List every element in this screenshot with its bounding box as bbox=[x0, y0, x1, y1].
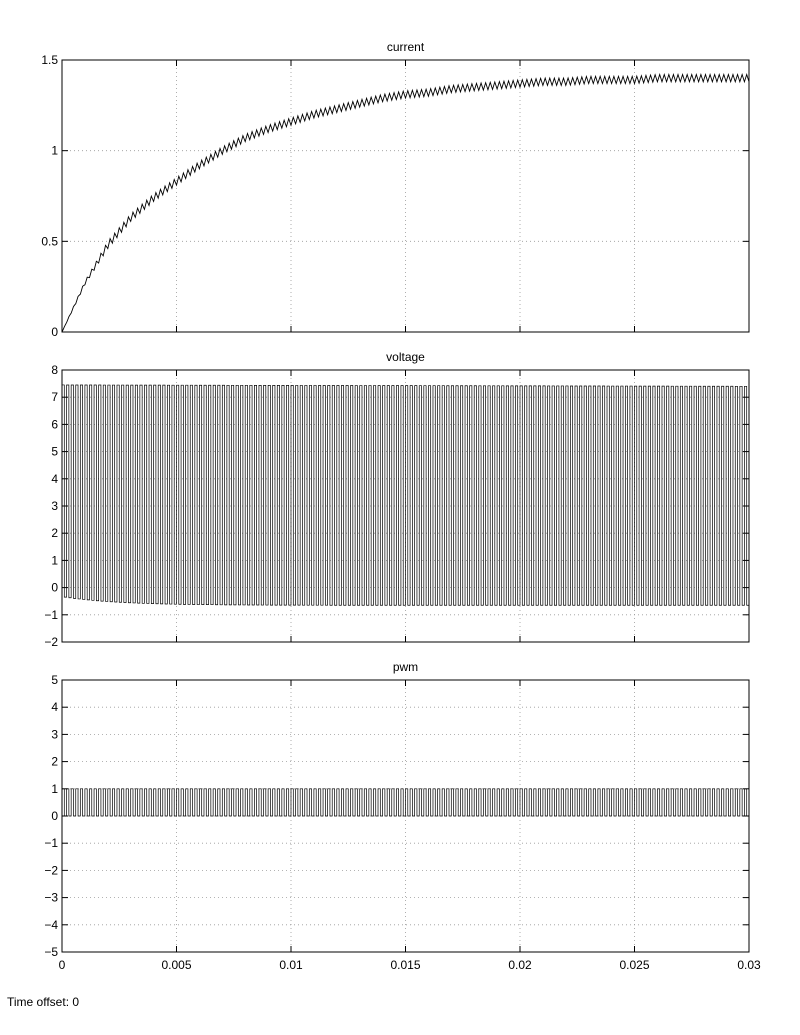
y-tick-label: −5 bbox=[44, 945, 58, 959]
y-tick-label: −2 bbox=[44, 635, 58, 649]
y-tick-label: 5 bbox=[51, 445, 58, 459]
y-tick-label: 0.5 bbox=[41, 234, 58, 248]
time-offset-label: Time offset: 0 bbox=[7, 995, 80, 1009]
y-tick-label: −2 bbox=[44, 863, 58, 877]
y-tick-label: 3 bbox=[51, 727, 58, 741]
y-tick-label: 1.5 bbox=[41, 53, 58, 67]
y-tick-label: −1 bbox=[44, 608, 58, 622]
y-tick-label: 6 bbox=[51, 417, 58, 431]
series-line-voltage bbox=[61, 384, 749, 606]
y-tick-label: 1 bbox=[51, 553, 58, 567]
y-tick-label: 3 bbox=[51, 499, 58, 513]
subplot-title: voltage bbox=[386, 350, 425, 364]
y-tick-label: 5 bbox=[51, 673, 58, 687]
subplot-title: current bbox=[387, 40, 425, 54]
x-tick-label: 0.01 bbox=[279, 958, 303, 972]
y-tick-label: 1 bbox=[51, 782, 58, 796]
subplot-title: pwm bbox=[393, 660, 418, 674]
y-tick-label: 0 bbox=[51, 809, 58, 823]
y-tick-label: −1 bbox=[44, 836, 58, 850]
y-tick-label: 7 bbox=[51, 390, 58, 404]
x-tick-label: 0 bbox=[59, 958, 66, 972]
subplot-current: 0 0.5 1 1.5 current bbox=[41, 40, 750, 339]
y-tick-label: −4 bbox=[44, 918, 58, 932]
y-tick-label: 1 bbox=[51, 144, 58, 158]
y-tick-label: 8 bbox=[51, 363, 58, 377]
x-tick-label: 0.02 bbox=[508, 958, 532, 972]
x-tick-label: 0.005 bbox=[161, 958, 191, 972]
subplot-voltage: −2 −1 0 1 2 3 4 5 6 7 8 voltage bbox=[44, 350, 750, 649]
y-tick-label: 2 bbox=[51, 526, 58, 540]
series-line-pwm bbox=[61, 788, 749, 817]
x-tick-label: 0.025 bbox=[619, 958, 649, 972]
y-tick-label: −3 bbox=[44, 891, 58, 905]
y-tick-label: 4 bbox=[51, 700, 58, 714]
subplot-pwm: −5 −4 −3 −2 −1 0 1 2 3 4 5 0 0.005 0.01 0.015 0.02 0.025… bbox=[44, 660, 761, 972]
series-line-current bbox=[61, 73, 750, 333]
y-tick-label: 4 bbox=[51, 472, 58, 486]
y-tick-label: 0 bbox=[51, 581, 58, 595]
y-tick-label: 2 bbox=[51, 755, 58, 769]
y-tick-label: 0 bbox=[51, 325, 58, 339]
x-tick-label: 0.015 bbox=[390, 958, 420, 972]
x-tick-label: 0.03 bbox=[737, 958, 761, 972]
